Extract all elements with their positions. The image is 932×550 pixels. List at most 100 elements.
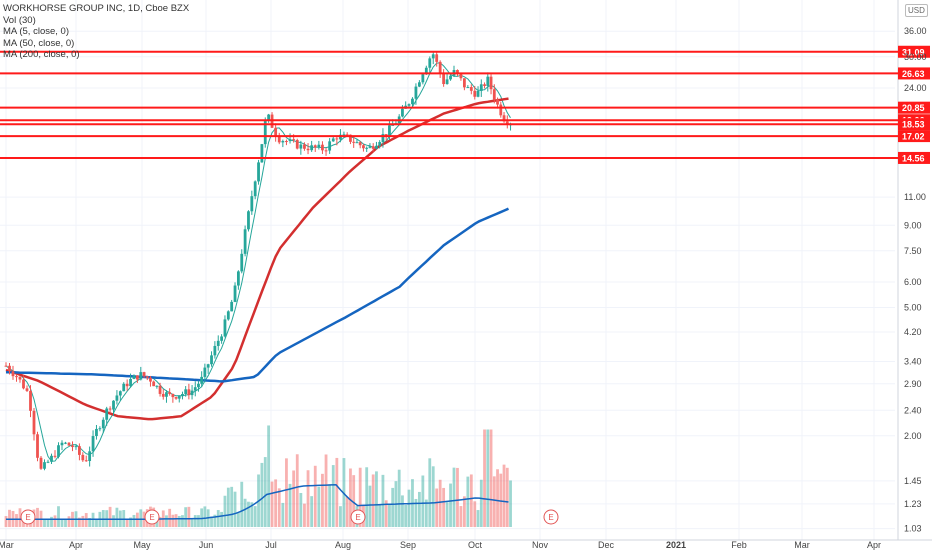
candle-body-100 (345, 134, 349, 136)
candle-body-80 (274, 127, 278, 137)
candle-body-11 (43, 462, 46, 469)
volume-bar-13 (50, 516, 53, 527)
candle-body-6 (25, 388, 29, 391)
candle-body-97 (335, 138, 339, 140)
candle-body-54 (187, 389, 191, 396)
candle-body-64 (220, 336, 223, 341)
volume-bar-78 (267, 425, 271, 527)
candle-body-84 (288, 139, 292, 142)
volume-bar-61 (210, 516, 213, 527)
legend-ma50[interactable]: MA (50, close, 0) (3, 37, 75, 49)
volume-bar-63 (216, 510, 220, 527)
volume-bar-70 (240, 481, 244, 527)
volume-bar-68 (233, 491, 237, 527)
x-axis: Mar Apr May Jun Jul Aug Sep Oct Nov Dec 2021 Feb Mar… (0, 540, 881, 550)
candle-body-135 (462, 78, 466, 88)
volume-bar-9 (36, 507, 39, 527)
volume-bar-92 (317, 486, 321, 527)
candle-body-37 (132, 375, 136, 379)
candle-body-47 (165, 392, 168, 397)
volume-bar-62 (213, 514, 217, 527)
candle-body-134 (459, 73, 463, 79)
volume-bar-112 (384, 500, 388, 527)
volume-bars (4, 425, 512, 527)
y-tick-label-4: 9.00 (904, 220, 922, 230)
volume-bar-100 (345, 496, 349, 527)
candle-body-28 (101, 419, 105, 429)
level-label-6: 14.56 (902, 153, 925, 163)
volume-bar-77 (263, 457, 267, 527)
candle-body-41 (145, 376, 149, 378)
legend-volume[interactable]: Vol (30) (3, 14, 36, 26)
y-tick-label-8: 4.20 (904, 327, 922, 337)
volume-bar-145 (496, 469, 499, 527)
y-tick-label-9: 3.40 (904, 357, 922, 367)
volume-bar-26 (95, 518, 98, 527)
candle-body-59 (203, 367, 207, 377)
volume-bar-86 (295, 454, 299, 527)
candle-body-30 (108, 408, 112, 410)
x-tick-label-5: Aug (335, 540, 351, 550)
candle-body-8 (32, 410, 36, 435)
candle-body-92 (317, 144, 321, 148)
volume-bar-48 (168, 508, 172, 527)
candle-body-123 (421, 74, 425, 83)
candle-body-21 (78, 446, 81, 455)
volume-bar-4 (18, 508, 22, 527)
candle-body-108 (371, 146, 375, 149)
candle-body-131 (449, 75, 452, 80)
candle-body-117 (401, 108, 404, 117)
candle-body-145 (496, 99, 499, 105)
candle-body-129 (442, 72, 446, 85)
candle-body-34 (122, 383, 126, 392)
volume-bar-110 (378, 504, 382, 527)
candle-body-75 (257, 162, 260, 182)
candle-body-51 (177, 395, 181, 399)
candle-body-137 (469, 87, 473, 91)
level-badge-6 (898, 151, 930, 164)
volume-bar-101 (349, 468, 352, 527)
volume-bar-72 (247, 501, 250, 527)
candle-body-61 (210, 355, 213, 365)
volume-bar-11 (43, 519, 46, 527)
volume-bar-106 (365, 467, 369, 527)
volume-bar-49 (171, 514, 175, 527)
candle-body-24 (88, 451, 92, 462)
candle-body-99 (342, 134, 346, 136)
candle-body-33 (118, 391, 122, 396)
currency-badge[interactable]: USD (905, 4, 928, 17)
volume-bar-30 (108, 506, 112, 527)
candle-body-122 (417, 82, 421, 87)
level-badge-1 (898, 67, 930, 80)
y-tick-label-7: 5.00 (904, 303, 922, 313)
volume-bar-52 (181, 515, 184, 527)
candle-body-107 (368, 146, 372, 148)
legend-ma5[interactable]: MA (5, close, 0) (3, 26, 69, 37)
candle-body-90 (310, 145, 314, 151)
candle-body-141 (483, 84, 486, 86)
volume-bar-104 (358, 467, 362, 527)
candle-body-124 (424, 67, 428, 75)
candle-body-147 (502, 115, 506, 122)
volume-bar-118 (404, 504, 408, 527)
candle-body-60 (206, 364, 210, 368)
candle-body-49 (171, 393, 175, 398)
candle-body-44 (155, 385, 159, 387)
y-tick-label-0: 36.00 (904, 26, 927, 36)
legend-ma200[interactable]: MA (200, close, 0) (3, 49, 80, 60)
candle-body-29 (105, 408, 109, 420)
volume-bar-127 (435, 488, 439, 527)
candle-body-13 (50, 455, 53, 462)
volume-bar-94 (324, 454, 328, 527)
volume-bar-65 (223, 495, 227, 527)
candle-body-139 (476, 90, 480, 97)
candle-body-9 (36, 434, 39, 458)
candle-body-10 (39, 457, 43, 469)
x-tick-label-6: Sep (400, 540, 416, 550)
candle-body-35 (125, 383, 129, 387)
x-tick-label-9: Dec (598, 540, 615, 550)
